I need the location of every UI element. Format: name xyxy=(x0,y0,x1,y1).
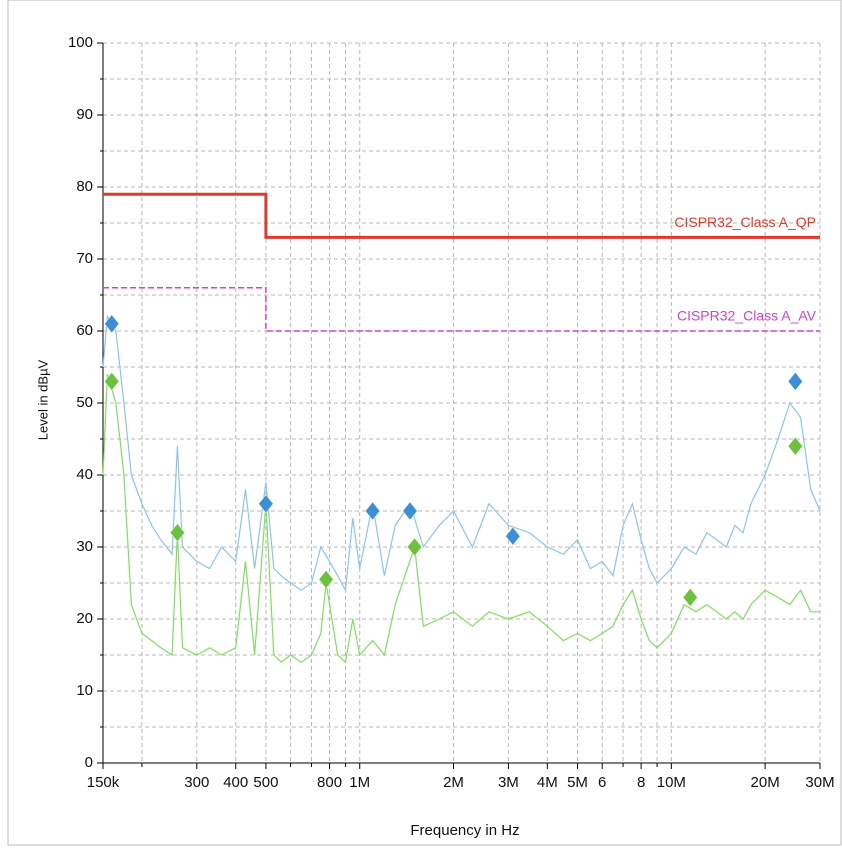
y-tick-label: 60 xyxy=(76,322,93,339)
marker xyxy=(104,314,120,334)
marker xyxy=(402,501,418,521)
x-tick-label: 500 xyxy=(253,774,278,791)
x-tick-label: 6 xyxy=(598,774,606,791)
y-tick-label: 30 xyxy=(76,538,93,555)
x-axis-label: Frequency in Hz xyxy=(410,822,519,839)
limit-line xyxy=(103,287,820,332)
x-tick-label: 150k xyxy=(87,774,120,791)
y-tick-label: 100 xyxy=(68,34,93,51)
limit-label: CISPR32_Class A_AV xyxy=(677,308,817,324)
marker xyxy=(318,569,334,589)
x-tick-label: 20M xyxy=(751,774,780,791)
limit-line xyxy=(103,192,820,239)
limit-label: CISPR32_Class A_QP xyxy=(674,214,816,230)
trace-line xyxy=(102,314,821,593)
y-tick-label: 70 xyxy=(76,250,93,267)
marker xyxy=(682,587,698,607)
x-tick-label: 300 xyxy=(184,774,209,791)
x-tick-label: 8 xyxy=(637,774,645,791)
frame xyxy=(7,0,842,846)
y-tick-label: 10 xyxy=(76,682,93,699)
y-tick-label: 50 xyxy=(76,394,93,411)
x-tick-label: 1M xyxy=(349,774,370,791)
trace-line xyxy=(102,374,820,664)
marker xyxy=(169,523,185,543)
x-tick-label: 30M xyxy=(805,774,834,791)
x-tick-label: 400 xyxy=(223,774,248,791)
y-axis-label: Level in dBµV xyxy=(35,359,50,440)
marker xyxy=(365,501,381,521)
y-tick-label: 40 xyxy=(76,466,93,483)
x-tick-label: 2M xyxy=(443,774,464,791)
marker xyxy=(258,494,274,514)
marker xyxy=(787,371,803,391)
y-tick-label: 80 xyxy=(76,178,93,195)
y-tick-label: 90 xyxy=(76,106,93,123)
x-tick-label: 800 xyxy=(317,774,342,791)
x-tick-label: 10M xyxy=(657,774,686,791)
marker xyxy=(505,526,521,546)
y-tick-label: 20 xyxy=(76,610,93,627)
y-tick-label: 0 xyxy=(85,754,93,771)
x-tick-label: 4M xyxy=(537,774,558,791)
marker xyxy=(787,436,803,456)
marker xyxy=(407,537,423,557)
x-tick-label: 3M xyxy=(498,774,519,791)
x-tick-label: 5M xyxy=(567,774,588,791)
marker xyxy=(104,371,120,391)
